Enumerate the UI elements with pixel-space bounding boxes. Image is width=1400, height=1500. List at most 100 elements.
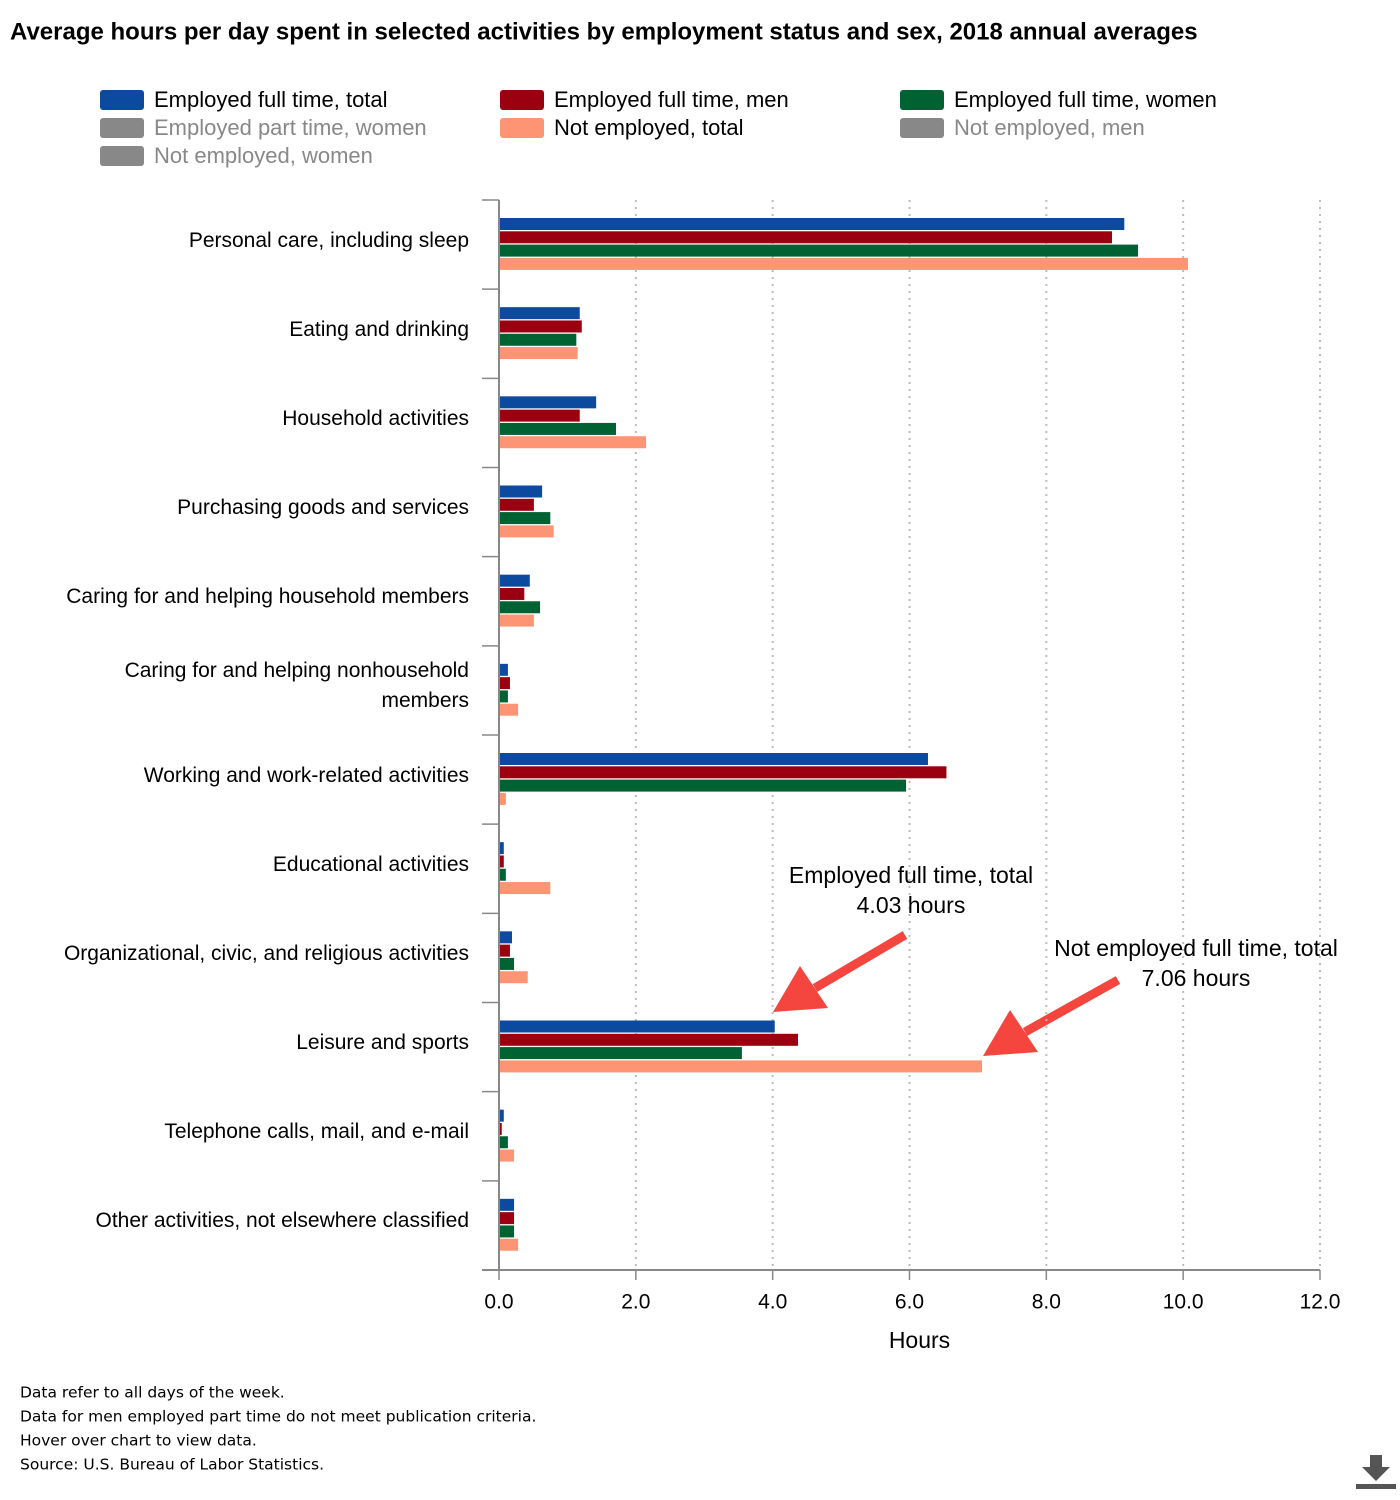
annotation: Not employed full time, total	[1054, 935, 1338, 961]
bar	[499, 1212, 515, 1225]
legend-swatch	[900, 118, 944, 138]
icon-part	[1356, 1484, 1396, 1489]
legend-swatch	[500, 118, 544, 138]
y-tick-label: Household activities	[282, 406, 469, 430]
legend-swatch	[500, 90, 544, 110]
annotation: 4.03 hours	[857, 892, 966, 918]
bar	[499, 931, 512, 944]
x-tick-label: 0.0	[484, 1291, 513, 1314]
x-tick-label: 6.0	[895, 1291, 924, 1314]
bar	[499, 1033, 798, 1046]
annotation: 7.06 hours	[1142, 965, 1251, 991]
bar	[499, 396, 597, 409]
bar	[499, 436, 647, 449]
bar	[499, 1020, 775, 1033]
bar	[499, 1225, 515, 1238]
bar	[499, 855, 504, 868]
y-tick-label: Other activities, not elsewhere classifi…	[95, 1209, 470, 1233]
legend-label: Not employed, men	[954, 115, 1145, 140]
bar	[499, 485, 543, 498]
bar	[499, 1136, 508, 1149]
y-tick-label: Caring for and helping household members	[66, 585, 469, 609]
legend-label: Employed full time, men	[554, 87, 789, 112]
footnote: Data refer to all days of the week.	[20, 1384, 285, 1402]
bar	[499, 244, 1139, 257]
x-tick-label: 2.0	[621, 1291, 650, 1314]
bar	[499, 409, 580, 422]
x-axis-title: Hours	[889, 1327, 950, 1353]
bar	[499, 587, 525, 600]
bar	[499, 882, 551, 895]
bar	[499, 257, 1188, 270]
y-tick-label: Eating and drinking	[289, 317, 469, 341]
x-tick-label: 12.0	[1300, 1291, 1341, 1314]
icon-part	[1370, 1455, 1382, 1469]
bar	[499, 1109, 504, 1122]
bar	[499, 1122, 502, 1135]
bar	[499, 422, 616, 435]
bar	[499, 1047, 742, 1060]
legend-label: Not employed, women	[154, 143, 373, 168]
bar	[499, 779, 907, 792]
arrow-head	[773, 966, 828, 1012]
legend-label: Employed full time, total	[154, 87, 388, 112]
bar	[499, 792, 506, 805]
x-tick-label: 10.0	[1163, 1291, 1204, 1314]
bar	[499, 957, 515, 970]
footnote: Data for men employed part time do not m…	[20, 1408, 536, 1426]
bar	[499, 574, 530, 587]
download-icon[interactable]	[1356, 1455, 1396, 1489]
bar	[499, 525, 554, 538]
bar	[499, 1238, 519, 1251]
bar	[499, 1060, 983, 1073]
y-tick-label: Leisure and sports	[296, 1031, 469, 1055]
bar	[499, 868, 506, 881]
bar	[499, 512, 551, 525]
y-tick-label: Purchasing goods and services	[177, 496, 469, 520]
bar	[499, 766, 947, 779]
legend-swatch	[100, 118, 144, 138]
bar	[499, 1198, 515, 1211]
footnote: Source: U.S. Bureau of Labor Statistics.	[20, 1456, 324, 1474]
bar	[499, 347, 578, 360]
legend-label: Employed part time, women	[154, 115, 427, 140]
bar	[499, 753, 928, 765]
legend-swatch	[900, 90, 944, 110]
bar	[499, 614, 534, 627]
bar	[499, 944, 510, 957]
bar	[499, 498, 534, 511]
bar	[499, 971, 528, 984]
arrow	[1022, 976, 1121, 1036]
annotation: Employed full time, total	[789, 862, 1033, 888]
bar	[499, 842, 504, 855]
bar	[499, 1149, 515, 1162]
legend-label: Employed full time, women	[954, 87, 1217, 112]
bar	[499, 677, 510, 690]
bar	[499, 601, 541, 614]
bar	[499, 320, 582, 333]
arrow-head	[983, 1010, 1038, 1056]
arrow	[812, 931, 908, 992]
bar	[499, 218, 1125, 230]
y-tick-label: Organizational, civic, and religious act…	[63, 941, 469, 965]
x-tick-label: 8.0	[1032, 1291, 1061, 1314]
bar	[499, 690, 508, 703]
bar	[499, 663, 508, 676]
y-tick-label: Working and work-related activities	[143, 763, 469, 787]
y-tick-label: Telephone calls, mail, and e-mail	[164, 1120, 469, 1144]
annotation-arrows	[773, 931, 1121, 1056]
legend-swatch	[100, 146, 144, 166]
legend-label: Not employed, total	[554, 115, 744, 140]
bar	[499, 307, 580, 320]
y-tick-label: Caring for and helping nonhousehold memb…	[124, 659, 469, 713]
chart-title: Average hours per day spent in selected …	[10, 18, 1198, 45]
x-tick-label: 4.0	[758, 1291, 787, 1314]
footnote: Hover over chart to view data.	[20, 1432, 257, 1450]
bar	[499, 703, 519, 716]
y-tick-label: Personal care, including sleep	[188, 228, 469, 252]
bar	[499, 333, 577, 346]
legend-swatch	[100, 90, 144, 110]
y-tick-label: Educational activities	[272, 852, 469, 876]
